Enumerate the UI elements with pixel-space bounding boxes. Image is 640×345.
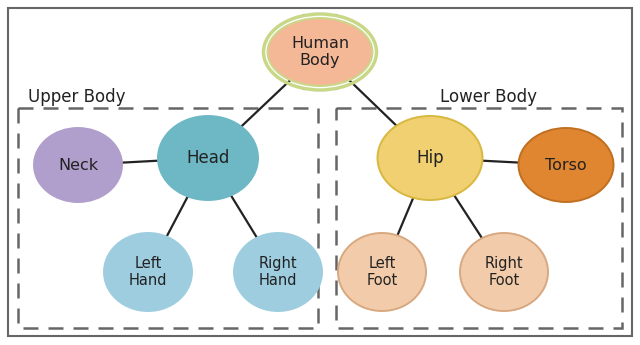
Text: Hip: Hip: [416, 149, 444, 167]
Ellipse shape: [104, 233, 192, 311]
Text: Left
Hand: Left Hand: [129, 256, 167, 288]
Text: Left
Foot: Left Foot: [366, 256, 397, 288]
Text: Head: Head: [186, 149, 230, 167]
Ellipse shape: [34, 128, 122, 202]
Text: Right
Hand: Right Hand: [259, 256, 298, 288]
Text: Right
Foot: Right Foot: [484, 256, 524, 288]
Text: Torso: Torso: [545, 158, 587, 172]
Text: Neck: Neck: [58, 158, 98, 172]
Ellipse shape: [158, 116, 258, 200]
Ellipse shape: [518, 128, 614, 202]
Ellipse shape: [338, 233, 426, 311]
Ellipse shape: [460, 233, 548, 311]
Text: Lower Body: Lower Body: [440, 88, 537, 106]
Ellipse shape: [268, 18, 372, 86]
Text: Human
Body: Human Body: [291, 36, 349, 68]
Text: Upper Body: Upper Body: [28, 88, 125, 106]
Ellipse shape: [234, 233, 322, 311]
Ellipse shape: [378, 116, 483, 200]
